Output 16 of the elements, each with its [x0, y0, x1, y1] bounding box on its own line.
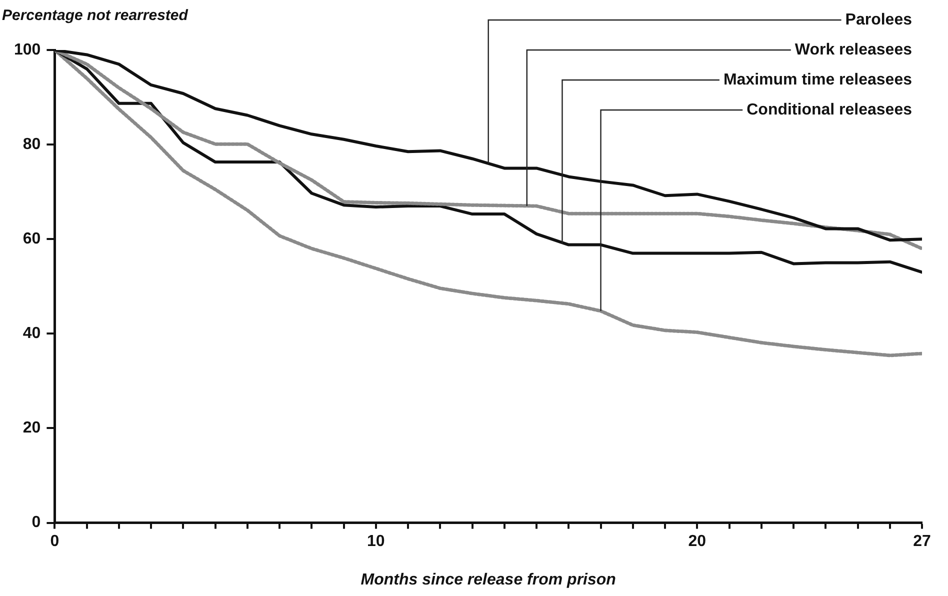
annotation: Work releasees	[794, 41, 912, 58]
x-tick-label: 0	[50, 532, 60, 550]
x-tick-label: 20	[688, 532, 706, 550]
annotation: Maximum time releasees	[723, 71, 912, 88]
x-axis-title: Months since release from prison	[360, 571, 616, 588]
y-tick-label: 40	[22, 325, 41, 342]
y-tick-label: 60	[22, 230, 41, 248]
y-axis-title: Percentage not rearrested	[2, 7, 189, 24]
y-tick-label: 20	[22, 420, 41, 437]
annotation: Conditional releasees	[746, 101, 912, 118]
y-tick-label: 100	[14, 41, 41, 58]
x-tick-label: 27	[913, 532, 931, 550]
y-tick-label: 80	[22, 136, 41, 153]
x-tick-label: 10	[367, 532, 385, 550]
annotation: Parolees	[845, 11, 912, 28]
y-tick-label: 0	[32, 514, 41, 532]
